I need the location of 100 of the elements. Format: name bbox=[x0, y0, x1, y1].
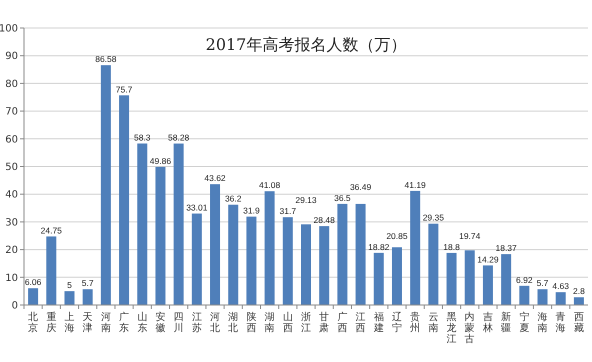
bar bbox=[28, 288, 38, 305]
x-tick-label: 辽宁 bbox=[392, 311, 402, 334]
data-label: 14.29 bbox=[477, 254, 499, 264]
y-tick-label: 20 bbox=[5, 245, 18, 256]
data-label: 33.01 bbox=[186, 202, 208, 213]
x-tick-label: 新疆 bbox=[501, 311, 512, 334]
bar bbox=[300, 224, 312, 305]
x-tick-label: 陕西 bbox=[246, 311, 256, 334]
x-tick-label: 山西 bbox=[282, 311, 293, 334]
x-tick-label: 山东 bbox=[137, 311, 148, 334]
bar bbox=[210, 184, 220, 305]
x-tick-label: 湖南 bbox=[264, 311, 275, 334]
data-label: 24.75 bbox=[40, 225, 62, 236]
bar bbox=[519, 286, 530, 305]
bar bbox=[337, 204, 348, 305]
y-tick-label: 40 bbox=[5, 190, 18, 201]
bar bbox=[64, 291, 74, 305]
data-label: 36.5 bbox=[334, 192, 351, 203]
x-tick-label: 安徽 bbox=[155, 311, 166, 334]
bar bbox=[100, 65, 111, 305]
data-label: 18.82 bbox=[368, 242, 390, 252]
data-label: 5.7 bbox=[536, 278, 549, 288]
data-label: 31.9 bbox=[243, 206, 260, 216]
x-tick-label: 江西 bbox=[356, 311, 366, 334]
x-tick-label: 海南 bbox=[538, 311, 548, 334]
x-tick-label: 上海 bbox=[64, 311, 74, 334]
data-label: 75.7 bbox=[116, 84, 133, 94]
bar bbox=[82, 289, 93, 305]
bar bbox=[46, 236, 56, 305]
data-label: 58.3 bbox=[134, 132, 151, 143]
y-tick-label: 30 bbox=[5, 217, 18, 228]
bar bbox=[137, 144, 148, 305]
x-tick-label: 湖北 bbox=[228, 311, 238, 334]
bar bbox=[119, 95, 130, 305]
x-tick-label: 甘肃 bbox=[319, 311, 330, 334]
x-tick-label: 云南 bbox=[428, 312, 438, 334]
data-label: 6.92 bbox=[516, 274, 533, 285]
bar bbox=[428, 224, 438, 305]
y-tick-label: 100 bbox=[0, 24, 18, 34]
y-tick-label: 60 bbox=[5, 134, 18, 146]
data-label: 58.28 bbox=[168, 132, 190, 143]
bar bbox=[556, 292, 566, 305]
data-label: 49.86 bbox=[150, 156, 172, 166]
bar bbox=[246, 216, 256, 305]
x-tick-label: 浙江 bbox=[301, 311, 311, 334]
data-label: 36.2 bbox=[224, 194, 242, 204]
x-tick-label: 天津 bbox=[82, 312, 93, 334]
x-tick-label: 黑龙江 bbox=[446, 312, 457, 345]
data-label: 6.06 bbox=[24, 277, 42, 288]
x-tick-label: 北京 bbox=[28, 311, 38, 334]
data-label: 29.13 bbox=[295, 195, 317, 206]
bar bbox=[446, 252, 457, 305]
x-tick-label: 广东 bbox=[119, 311, 130, 334]
x-tick-label: 河北 bbox=[210, 311, 220, 334]
bar bbox=[538, 289, 548, 305]
data-label: 28.48 bbox=[314, 215, 336, 226]
bar bbox=[356, 204, 366, 305]
x-tick-label: 西藏 bbox=[574, 312, 584, 334]
bar bbox=[228, 204, 238, 305]
data-label: 4.63 bbox=[552, 281, 570, 292]
x-tick-label: 青海 bbox=[556, 311, 566, 334]
y-tick-label: 50 bbox=[5, 162, 18, 173]
x-tick-label: 江苏 bbox=[192, 311, 202, 334]
bar bbox=[282, 217, 293, 305]
bar bbox=[155, 166, 166, 305]
data-label: 19.74 bbox=[459, 230, 481, 241]
bar bbox=[392, 247, 402, 305]
data-label: 41.08 bbox=[258, 180, 281, 190]
data-label: 18.8 bbox=[443, 242, 460, 252]
y-tick-label: 10 bbox=[5, 272, 18, 284]
data-label: 41.19 bbox=[404, 180, 426, 190]
y-tick-label: 70 bbox=[5, 106, 18, 118]
bar bbox=[319, 226, 330, 305]
data-label: 36.49 bbox=[350, 182, 372, 192]
data-label: 18.37 bbox=[495, 243, 518, 254]
data-label: 31.7 bbox=[280, 206, 296, 216]
x-tick-label: 吉林 bbox=[482, 311, 493, 334]
bar bbox=[574, 297, 584, 305]
bar bbox=[264, 191, 275, 305]
data-label: 20.85 bbox=[386, 230, 408, 241]
x-tick-label: 贵州 bbox=[410, 311, 420, 334]
x-tick-label: 广西 bbox=[337, 311, 348, 334]
data-label: 5.7 bbox=[82, 278, 94, 288]
data-label: 5 bbox=[67, 280, 72, 290]
text: 2017年高考报名人数（万） bbox=[206, 35, 406, 54]
bar bbox=[410, 190, 420, 305]
bar bbox=[374, 252, 384, 305]
bar bbox=[482, 265, 493, 305]
x-tick-label: 重庆 bbox=[46, 311, 56, 334]
y-tick-label: 80 bbox=[5, 78, 18, 90]
x-tick-label: 内蒙古 bbox=[464, 311, 475, 345]
x-tick-label: 四川 bbox=[174, 312, 184, 334]
bar bbox=[501, 254, 512, 305]
x-tick-label: 宁夏 bbox=[519, 311, 530, 334]
data-label: 2.8 bbox=[572, 286, 586, 296]
y-tick-label: 90 bbox=[5, 51, 18, 62]
x-tick-label: 河南 bbox=[100, 311, 111, 334]
y-tick-label: 0 bbox=[12, 300, 18, 312]
data-label: 29.35 bbox=[422, 212, 444, 223]
bar bbox=[174, 144, 184, 305]
